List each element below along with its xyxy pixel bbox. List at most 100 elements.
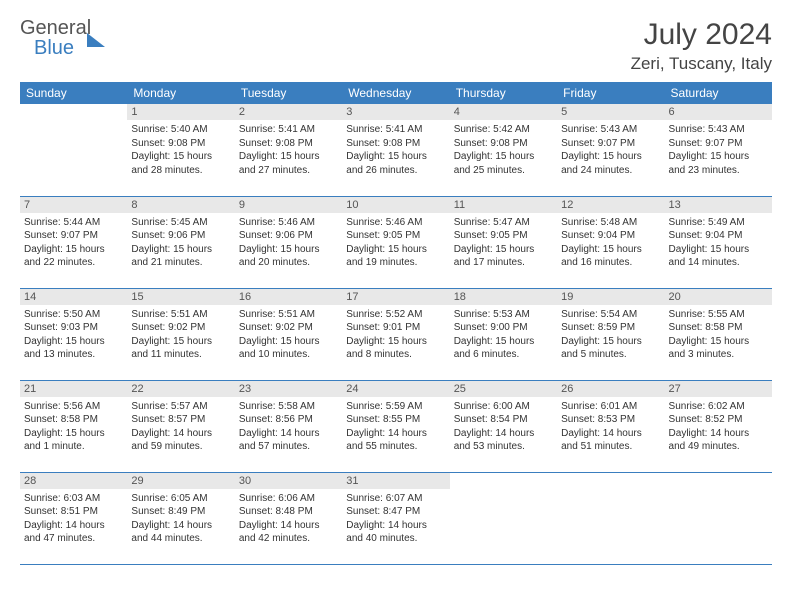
weekday-header: Friday bbox=[557, 82, 664, 104]
sunset-line: Sunset: 9:00 PM bbox=[454, 321, 553, 335]
day-number: 26 bbox=[557, 381, 664, 397]
day-number: 15 bbox=[127, 289, 234, 305]
daylight-line: Daylight: 15 hours and 17 minutes. bbox=[454, 243, 553, 270]
calendar-day-cell: 28Sunrise: 6:03 AMSunset: 8:51 PMDayligh… bbox=[20, 472, 127, 564]
sunset-line: Sunset: 8:58 PM bbox=[24, 413, 123, 427]
sunset-line: Sunset: 9:04 PM bbox=[669, 229, 768, 243]
weekday-header: Thursday bbox=[450, 82, 557, 104]
day-details: Sunrise: 5:52 AMSunset: 9:01 PMDaylight:… bbox=[342, 305, 449, 365]
day-details: Sunrise: 5:58 AMSunset: 8:56 PMDaylight:… bbox=[235, 397, 342, 457]
calendar-empty-cell bbox=[665, 472, 772, 564]
daylight-line: Daylight: 14 hours and 47 minutes. bbox=[24, 519, 123, 546]
calendar-day-cell: 12Sunrise: 5:48 AMSunset: 9:04 PMDayligh… bbox=[557, 196, 664, 288]
calendar-day-cell: 5Sunrise: 5:43 AMSunset: 9:07 PMDaylight… bbox=[557, 104, 664, 196]
daylight-line: Daylight: 15 hours and 27 minutes. bbox=[239, 150, 338, 177]
calendar-empty-cell bbox=[450, 472, 557, 564]
sunset-line: Sunset: 8:55 PM bbox=[346, 413, 445, 427]
day-details: Sunrise: 5:48 AMSunset: 9:04 PMDaylight:… bbox=[557, 213, 664, 273]
sunset-line: Sunset: 9:07 PM bbox=[669, 137, 768, 151]
day-number: 28 bbox=[20, 473, 127, 489]
sunset-line: Sunset: 9:07 PM bbox=[561, 137, 660, 151]
calendar-day-cell: 20Sunrise: 5:55 AMSunset: 8:58 PMDayligh… bbox=[665, 288, 772, 380]
sunrise-line: Sunrise: 5:56 AM bbox=[24, 400, 123, 414]
calendar-day-cell: 6Sunrise: 5:43 AMSunset: 9:07 PMDaylight… bbox=[665, 104, 772, 196]
daylight-line: Daylight: 15 hours and 3 minutes. bbox=[669, 335, 768, 362]
sunset-line: Sunset: 9:06 PM bbox=[239, 229, 338, 243]
day-number: 7 bbox=[20, 197, 127, 213]
day-number: 13 bbox=[665, 197, 772, 213]
day-number: 9 bbox=[235, 197, 342, 213]
day-number: 31 bbox=[342, 473, 449, 489]
calendar-day-cell: 22Sunrise: 5:57 AMSunset: 8:57 PMDayligh… bbox=[127, 380, 234, 472]
day-number: 24 bbox=[342, 381, 449, 397]
sunrise-line: Sunrise: 5:58 AM bbox=[239, 400, 338, 414]
calendar-week-row: 28Sunrise: 6:03 AMSunset: 8:51 PMDayligh… bbox=[20, 472, 772, 564]
month-title: July 2024 bbox=[631, 18, 772, 52]
day-details: Sunrise: 6:07 AMSunset: 8:47 PMDaylight:… bbox=[342, 489, 449, 549]
weekday-header: Saturday bbox=[665, 82, 772, 104]
calendar-day-cell: 24 Sunrise: 5:59 AMSunset: 8:55 PMDayligh… bbox=[342, 380, 449, 472]
calendar-day-cell: 23Sunrise: 5:58 AMSunset: 8:56 PMDayligh… bbox=[235, 380, 342, 472]
sunrise-line: Sunrise: 5:51 AM bbox=[131, 308, 230, 322]
day-number: 3 bbox=[342, 104, 449, 120]
calendar-day-cell: 27Sunrise: 6:02 AMSunset: 8:52 PMDayligh… bbox=[665, 380, 772, 472]
calendar-day-cell: 30Sunrise: 6:06 AMSunset: 8:48 PMDayligh… bbox=[235, 472, 342, 564]
daylight-line: Daylight: 14 hours and 57 minutes. bbox=[239, 427, 338, 454]
day-number: 8 bbox=[127, 197, 234, 213]
sunset-line: Sunset: 8:52 PM bbox=[669, 413, 768, 427]
sunrise-line: Sunrise: 5:53 AM bbox=[454, 308, 553, 322]
sunset-line: Sunset: 9:08 PM bbox=[239, 137, 338, 151]
calendar-day-cell: 14Sunrise: 5:50 AMSunset: 9:03 PMDayligh… bbox=[20, 288, 127, 380]
day-details: Sunrise: 5:41 AMSunset: 9:08 PMDaylight:… bbox=[342, 120, 449, 180]
header: General Blue July 2024 Zeri, Tuscany, It… bbox=[20, 18, 772, 74]
day-number: 23 bbox=[235, 381, 342, 397]
daylight-line: Daylight: 14 hours and 59 minutes. bbox=[131, 427, 230, 454]
sunrise-line: Sunrise: 6:06 AM bbox=[239, 492, 338, 506]
sunset-line: Sunset: 9:04 PM bbox=[561, 229, 660, 243]
sunrise-line: Sunrise: 5:54 AM bbox=[561, 308, 660, 322]
calendar-day-cell: 25Sunrise: 6:00 AMSunset: 8:54 PMDayligh… bbox=[450, 380, 557, 472]
sunrise-line: Sunrise: 5:41 AM bbox=[239, 123, 338, 137]
calendar-week-row: 14Sunrise: 5:50 AMSunset: 9:03 PMDayligh… bbox=[20, 288, 772, 380]
sunset-line: Sunset: 9:02 PM bbox=[239, 321, 338, 335]
weekday-header: Sunday bbox=[20, 82, 127, 104]
sunrise-line: Sunrise: 5:50 AM bbox=[24, 308, 123, 322]
day-details: Sunrise: 6:06 AMSunset: 8:48 PMDaylight:… bbox=[235, 489, 342, 549]
day-number: 27 bbox=[665, 381, 772, 397]
weekday-header: Wednesday bbox=[342, 82, 449, 104]
sunrise-line: Sunrise: 5:41 AM bbox=[346, 123, 445, 137]
calendar-empty-cell bbox=[20, 104, 127, 196]
daylight-line: Daylight: 15 hours and 28 minutes. bbox=[131, 150, 230, 177]
sunset-line: Sunset: 8:54 PM bbox=[454, 413, 553, 427]
sunrise-line: Sunrise: 5:42 AM bbox=[454, 123, 553, 137]
day-details: Sunrise: 5:43 AMSunset: 9:07 PMDaylight:… bbox=[665, 120, 772, 180]
day-number: 29 bbox=[127, 473, 234, 489]
sunrise-line: Sunrise: 6:07 AM bbox=[346, 492, 445, 506]
sunset-line: Sunset: 8:56 PM bbox=[239, 413, 338, 427]
daylight-line: Daylight: 14 hours and 53 minutes. bbox=[454, 427, 553, 454]
day-details: Sunrise: 6:05 AMSunset: 8:49 PMDaylight:… bbox=[127, 489, 234, 549]
calendar-day-cell: 3Sunrise: 5:41 AMSunset: 9:08 PMDaylight… bbox=[342, 104, 449, 196]
daylight-line: Daylight: 15 hours and 6 minutes. bbox=[454, 335, 553, 362]
daylight-line: Daylight: 15 hours and 8 minutes. bbox=[346, 335, 445, 362]
sunrise-line: Sunrise: 5:48 AM bbox=[561, 216, 660, 230]
sunset-line: Sunset: 8:53 PM bbox=[561, 413, 660, 427]
logo: General Blue bbox=[20, 18, 105, 58]
calendar-day-cell: 9Sunrise: 5:46 AMSunset: 9:06 PMDaylight… bbox=[235, 196, 342, 288]
sunset-line: Sunset: 8:58 PM bbox=[669, 321, 768, 335]
day-details: Sunrise: 5:56 AMSunset: 8:58 PMDaylight:… bbox=[20, 397, 127, 457]
sunset-line: Sunset: 8:51 PM bbox=[24, 505, 123, 519]
day-details: Sunrise: 5:44 AMSunset: 9:07 PMDaylight:… bbox=[20, 213, 127, 273]
sunrise-line: Sunrise: 5:40 AM bbox=[131, 123, 230, 137]
daylight-line: Daylight: 14 hours and 55 minutes. bbox=[346, 427, 445, 454]
day-details: Sunrise: 6:01 AMSunset: 8:53 PMDaylight:… bbox=[557, 397, 664, 457]
day-details: Sunrise: 5:57 AMSunset: 8:57 PMDaylight:… bbox=[127, 397, 234, 457]
sunrise-line: Sunrise: 5:59 AM bbox=[346, 400, 445, 414]
daylight-line: Daylight: 15 hours and 16 minutes. bbox=[561, 243, 660, 270]
day-details: Sunrise: 5:43 AMSunset: 9:07 PMDaylight:… bbox=[557, 120, 664, 180]
daylight-line: Daylight: 15 hours and 13 minutes. bbox=[24, 335, 123, 362]
sunset-line: Sunset: 8:48 PM bbox=[239, 505, 338, 519]
day-number: 14 bbox=[20, 289, 127, 305]
sunset-line: Sunset: 8:49 PM bbox=[131, 505, 230, 519]
sunrise-line: Sunrise: 5:43 AM bbox=[669, 123, 768, 137]
